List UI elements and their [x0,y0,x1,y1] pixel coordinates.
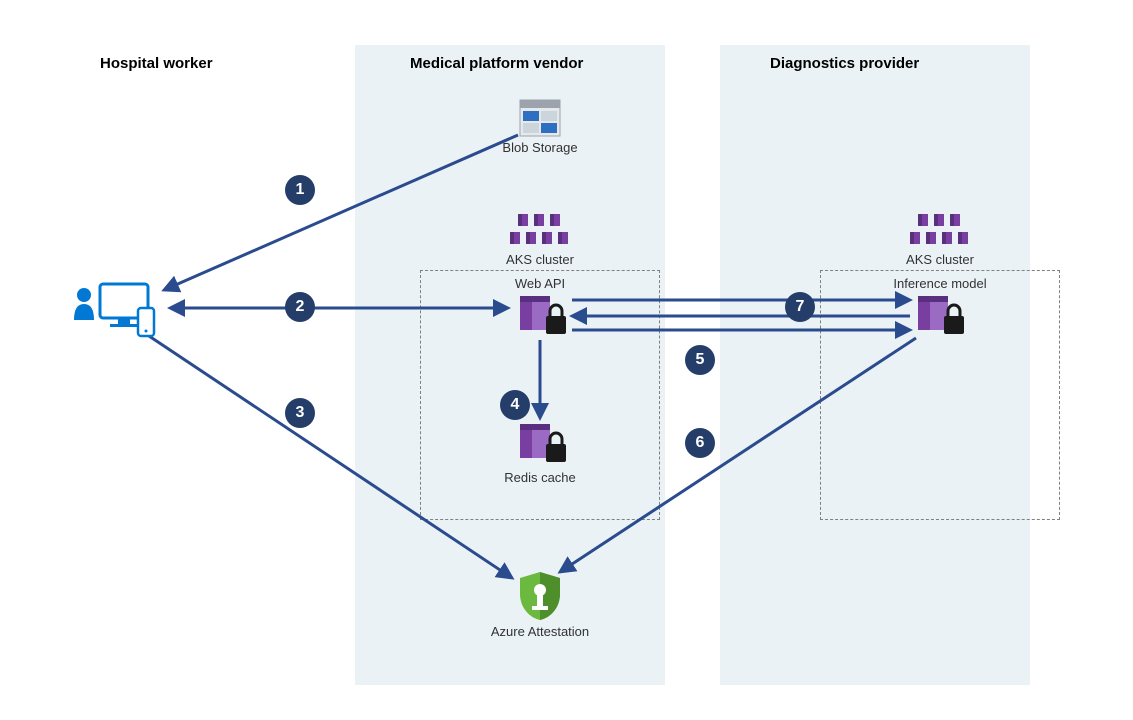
aks-vendor-label: AKS cluster [470,252,610,267]
vendor-title: Medical platform vendor [410,55,583,72]
badge-3: 3 [285,398,315,428]
hospital-title: Hospital worker [100,55,213,72]
badge-5: 5 [685,345,715,375]
badge-4: 4 [500,390,530,420]
blob-storage-label: Blob Storage [470,140,610,155]
blob-storage-icon [518,98,562,138]
redis-label: Redis cache [470,470,610,485]
webapi-label: Web API [470,276,610,291]
inference-icon [914,292,970,338]
redis-icon [516,420,572,466]
badge-7: 7 [785,292,815,322]
attestation-icon [516,570,564,622]
badge-1: 1 [285,175,315,205]
aks-vendor-icon [510,212,570,248]
webapi-icon [516,292,572,338]
provider-title: Diagnostics provider [770,55,919,72]
attestation-label: Azure Attestation [470,624,610,639]
inference-label: Inference model [870,276,1010,291]
user-devices-icon [70,280,170,340]
badge-6: 6 [685,428,715,458]
aks-provider-icon [910,212,970,248]
badge-2: 2 [285,292,315,322]
aks-provider-label: AKS cluster [870,252,1010,267]
